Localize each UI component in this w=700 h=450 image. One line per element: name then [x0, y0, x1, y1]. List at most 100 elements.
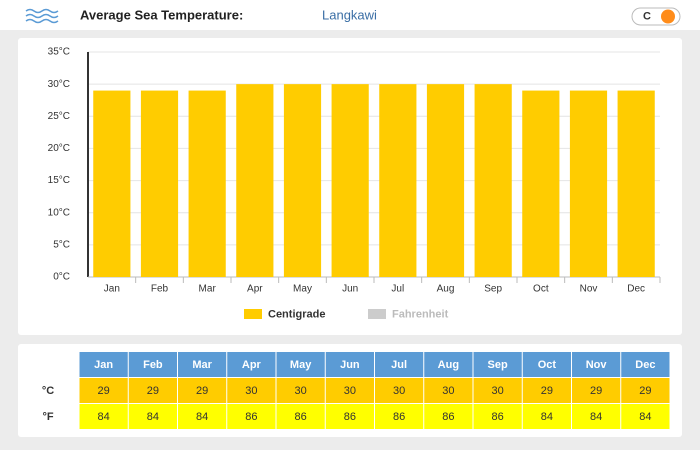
table-cell [375, 352, 424, 377]
x-tick-label: Jul [391, 284, 404, 295]
legend-swatch [368, 309, 386, 319]
table-cell [424, 378, 473, 403]
table-cell [227, 404, 276, 429]
y-tick-label: 10°C [48, 207, 70, 218]
chart: 0°C 5°C 10°C 15°C 20°C 25°C 30°C 35°C Jan Feb Mar A… [48, 47, 661, 320]
table-cell [227, 378, 276, 403]
toggle-knob[interactable] [661, 9, 675, 24]
x-tick-label: Nov [580, 284, 598, 295]
x-tick-label: May [293, 284, 312, 295]
bar [379, 84, 417, 278]
table-value: 30 [245, 385, 257, 397]
table-cell [227, 352, 276, 377]
table-cell [325, 352, 374, 377]
y-tick-label: 15°C [48, 175, 70, 186]
table-value: 30 [344, 385, 356, 397]
x-tick-label: Apr [247, 284, 263, 295]
table-cell [424, 404, 473, 429]
table-value: 30 [295, 385, 307, 397]
table-cell [276, 404, 325, 429]
table-cell [522, 378, 571, 403]
row-label: °C [42, 385, 54, 397]
bar [93, 90, 131, 277]
x-tick-label: Sep [484, 284, 502, 295]
bar [140, 90, 179, 277]
bar [283, 84, 322, 278]
legend-label: Fahrenheit [392, 308, 449, 320]
table-value: 86 [442, 411, 454, 423]
x-tick-label: Aug [437, 284, 455, 295]
table-header: Jun [340, 359, 360, 371]
table-header: Dec [635, 359, 655, 371]
table-value: 29 [590, 385, 602, 397]
x-tick-label: Oct [533, 284, 549, 295]
table-value: 30 [492, 385, 504, 397]
table-value: 29 [196, 385, 208, 397]
table-value: 84 [541, 411, 553, 423]
table-cell [178, 352, 227, 377]
table-value: 86 [245, 411, 257, 423]
table-value: 84 [98, 411, 110, 423]
table-cell [325, 404, 374, 429]
table-value: 86 [393, 411, 405, 423]
table-value: 29 [639, 385, 651, 397]
bar [569, 90, 608, 277]
x-tick-label: Dec [627, 284, 645, 295]
table-cell [572, 352, 621, 377]
table-header: Feb [143, 359, 163, 371]
bar [617, 90, 655, 277]
bar [426, 84, 465, 278]
legend-swatch [244, 309, 262, 319]
table-cell [424, 352, 473, 377]
y-tick-label: 35°C [48, 47, 70, 58]
table-cell [473, 404, 522, 429]
y-tick-label: 25°C [48, 111, 70, 122]
table-header: May [290, 359, 312, 371]
table-cell [79, 378, 128, 403]
table-cell [128, 378, 177, 403]
row-label: °F [42, 411, 53, 423]
table-cell [572, 404, 621, 429]
unit-toggle[interactable]: C [631, 7, 681, 26]
table-value: 29 [147, 385, 159, 397]
table-cell [473, 352, 522, 377]
table-value: 29 [98, 385, 110, 397]
table-cell [522, 352, 571, 377]
table-cell [621, 352, 670, 377]
x-tick-label: Feb [151, 284, 169, 295]
bar [331, 84, 369, 278]
table-value: 84 [590, 411, 602, 423]
table-value: 29 [541, 385, 553, 397]
table-cell [572, 378, 621, 403]
table-value: 86 [344, 411, 356, 423]
table-cell [178, 378, 227, 403]
x-tick-label: Jan [104, 284, 120, 295]
bar [188, 90, 226, 277]
table-cell [522, 404, 571, 429]
y-tick-label: 20°C [48, 143, 70, 154]
legend-label: Centigrade [268, 308, 325, 320]
x-tick-label: Jun [342, 284, 358, 295]
table-header: Oct [538, 359, 557, 371]
y-tick-label: 0°C [53, 272, 70, 283]
table-header: Sep [488, 359, 508, 371]
wave-icon [25, 8, 59, 24]
table-header: Jan [94, 359, 113, 371]
table-value: 30 [393, 385, 405, 397]
table-header: Mar [192, 359, 212, 371]
location: Langkawi [322, 7, 377, 22]
bar [474, 84, 512, 278]
table-cell [473, 378, 522, 403]
table-cell [621, 404, 670, 429]
table-cell [325, 378, 374, 403]
toggle-label[interactable]: C [643, 10, 651, 22]
table-value: 84 [639, 411, 651, 423]
table-value: 30 [442, 385, 454, 397]
table: Jan 29 84 Feb 29 84 Mar 29 84 Apr 30 86 May 30 86 Jun 30… [42, 352, 670, 429]
table-header: Nov [586, 359, 608, 371]
x-tick-label: Mar [199, 284, 217, 295]
table-cell [128, 404, 177, 429]
table-header: Aug [438, 359, 459, 371]
table-header: Apr [242, 359, 262, 371]
